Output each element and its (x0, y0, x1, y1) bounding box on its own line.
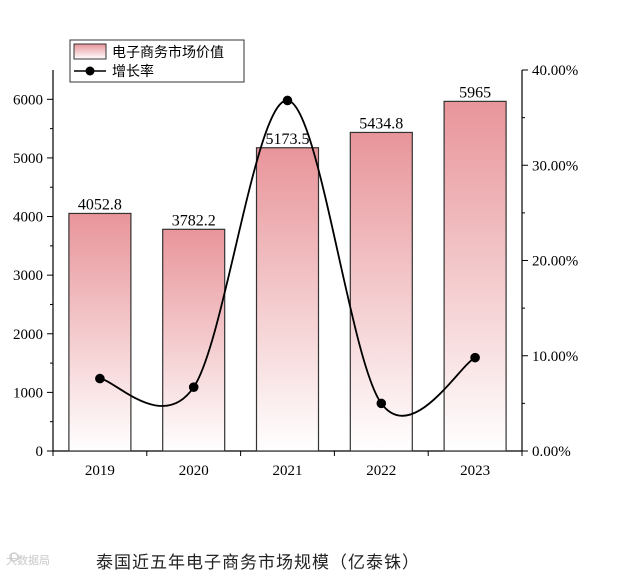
bar-2023 (443, 100, 507, 452)
x-tick-label: 2021 (273, 463, 303, 479)
chart-caption: 泰国近五年电子商务市场规模（亿泰铢） (96, 553, 420, 573)
y-right-tick-label: 0.00% (532, 444, 571, 460)
y-left-tick-label: 0 (36, 444, 44, 460)
y-right-tick-label: 10.00% (532, 349, 578, 365)
growth-point-2023 (470, 352, 480, 363)
bar-value-label: 3782.2 (172, 212, 216, 229)
growth-point-2021 (282, 95, 293, 106)
y-left-tick-label: 5000 (13, 151, 43, 167)
bar-value-label: 5965 (459, 84, 491, 101)
legend-line-label: 增长率 (112, 63, 154, 80)
growth-point-2022 (376, 398, 387, 409)
y-right-tick-label: 30.00% (532, 158, 578, 174)
bar-value-label: 5173.5 (266, 131, 310, 148)
watermark-text: 大数据局 (6, 554, 50, 567)
y-left-tick-label: 1000 (13, 385, 43, 401)
y-left-tick-label: 2000 (13, 327, 43, 343)
watermark-logo (9, 552, 19, 562)
y-left-tick-label: 4000 (13, 210, 43, 226)
bar-value-label: 5434.8 (359, 115, 403, 132)
bar-2020 (162, 228, 226, 452)
x-tick-label: 2022 (366, 463, 396, 479)
bar-value-label: 4052.8 (78, 196, 122, 213)
x-tick-label: 2023 (460, 463, 490, 479)
bar-2021 (255, 147, 320, 452)
growth-point-2019 (95, 373, 105, 384)
y-left-tick-label: 6000 (13, 92, 43, 108)
y-right-tick-label: 20.00% (532, 254, 578, 270)
y-left-tick-label: 3000 (13, 268, 43, 284)
bar-2019 (68, 212, 132, 452)
bar-2022 (349, 131, 413, 452)
y-right-tick-label: 40.00% (532, 63, 578, 79)
growth-point-2020 (188, 382, 199, 392)
legend-bar-swatch (73, 43, 107, 60)
legend-line-marker (85, 66, 95, 76)
legend-bar-label: 电子商务市场价值 (112, 44, 224, 61)
x-tick-label: 2020 (179, 463, 209, 479)
x-tick-label: 2019 (85, 463, 115, 479)
